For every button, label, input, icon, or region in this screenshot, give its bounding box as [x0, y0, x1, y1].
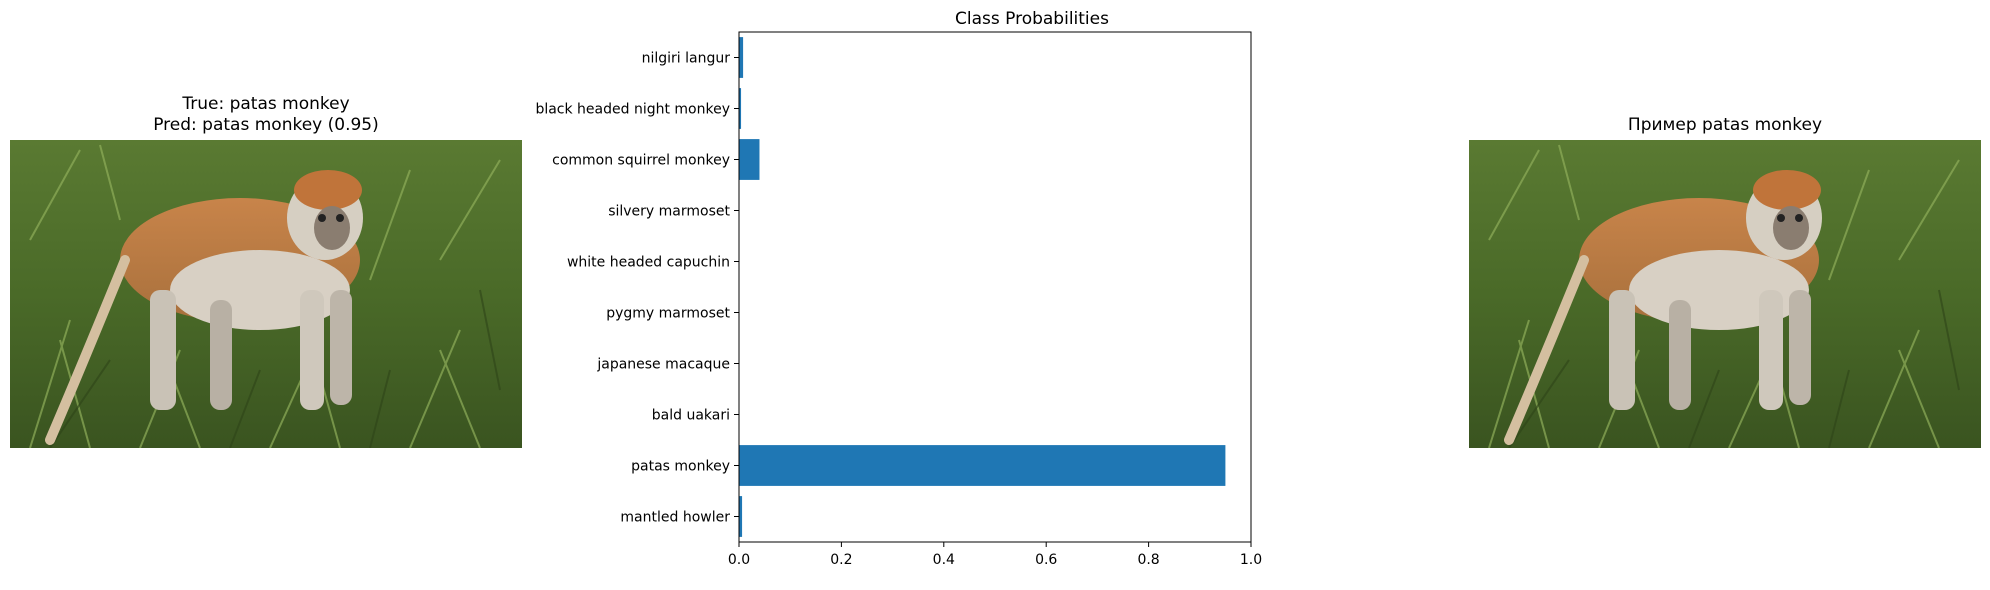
x-tick-label: 1.0 [1240, 552, 1262, 568]
y-tick-labels: mantled howler patas monkey bald uakari jap… [535, 51, 739, 526]
x-tick-label: 0.8 [1137, 552, 1159, 568]
right-monkey-photo [1469, 140, 1981, 448]
monkey-image [10, 140, 522, 448]
chart-title: Class Probabilities [955, 9, 1109, 29]
y-tick-label: white headed capuchin [567, 255, 730, 271]
y-tick-label: common squirrel monkey [552, 153, 730, 169]
y-tick-label: nilgiri langur [642, 51, 731, 67]
plot-frame [738, 31, 1252, 543]
x-tick-label: 0.4 [933, 552, 955, 568]
x-tick-labels: 0.0 0.2 0.4 0.6 0.8 1.0 [728, 542, 1262, 568]
bar-group [739, 37, 1226, 537]
monkey-example-image [1469, 140, 1981, 448]
right-panel-title: Пример patas monkey [1627, 115, 1823, 135]
x-tick-label: 0.6 [1035, 552, 1057, 568]
y-tick-label: black headed night monkey [535, 102, 730, 118]
true-label: True: patas monkey [182, 94, 350, 114]
bar-black-headed-night-monkey [739, 88, 742, 129]
y-tick-label: pygmy marmoset [606, 306, 730, 322]
left-monkey-photo [10, 140, 522, 448]
y-tick-label: mantled howler [620, 510, 730, 526]
bar-patas-monkey [739, 445, 1226, 486]
pred-label: Pred: patas monkey (0.95) [153, 115, 379, 135]
left-panel-title: True: patas monkey Pred: patas monkey (0… [10, 94, 522, 136]
bar-common-squirrel-monkey [739, 139, 760, 180]
x-tick-label: 0.0 [728, 552, 750, 568]
y-tick-label: japanese macaque [596, 357, 730, 373]
y-tick-label: silvery marmoset [608, 204, 730, 220]
y-tick-label: bald uakari [652, 408, 730, 424]
x-tick-label: 0.2 [830, 552, 852, 568]
y-tick-label: patas monkey [631, 459, 730, 475]
bar-mantled-howler [739, 496, 743, 537]
bar-nilgiri-langur [739, 37, 744, 78]
